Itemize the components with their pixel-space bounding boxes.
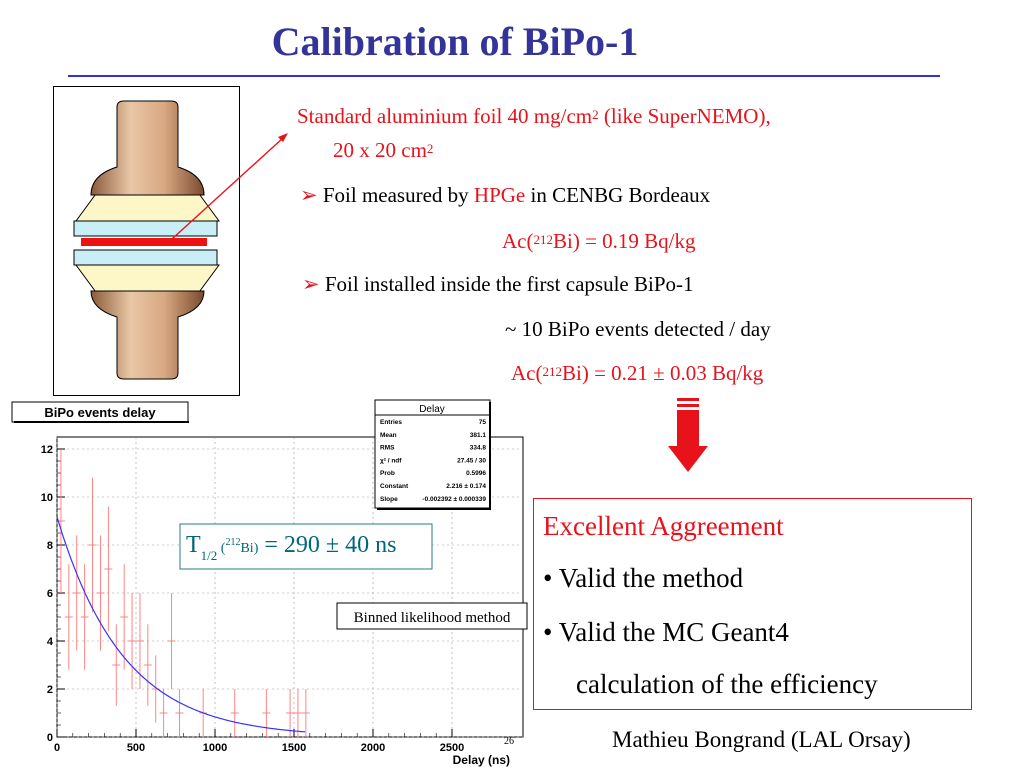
x-axis: 0 500 1000 1500 2000 2500 [54,729,464,754]
y-tick-label: 12 [41,444,53,456]
data-point [96,535,105,651]
stats-row-value: -0.002392 ± 0.000339 [422,496,486,503]
svg-text:T1/2 (212Bi) = 290 ± 40 ns: T1/2 (212Bi) = 290 ± 40 ns [186,532,396,563]
x-tick-label: 1500 [282,742,306,754]
y-tick-label: 6 [47,588,53,600]
aluminium-foil [81,238,207,246]
conclusion-heading: Excellent Aggreement [543,511,784,541]
down-arrow-icon [668,398,708,472]
bipo-activity: Ac(212Bi) = 0.21 ± 0.03 Bq/kg [511,361,764,385]
svg-text:Binned likelihood method: Binned likelihood method [354,610,511,626]
stats-row-label: χ² / ndf [380,457,402,464]
stats-row-value: 0.5996 [466,470,486,477]
stats-row-value: 334.8 [470,445,487,452]
data-point [88,477,97,613]
data-point [104,506,113,632]
y-tick-label: 2 [47,684,53,696]
chart-title: BiPo events delay [44,405,156,420]
slide-title: Calibration of BiPo-1 [271,19,639,64]
data-point [143,624,152,706]
hpge-activity: Ac(212Bi) = 0.19 Bq/kg [502,229,696,253]
method-label: Binned likelihood method [336,602,528,630]
hpge-bullet: ➢ Foil measured by HPGe in CENBG Bordeau… [300,183,711,207]
lower-pmt [90,290,205,380]
conclusion-item: • Valid the MC Geant4 [543,617,789,647]
data-point [294,689,302,737]
lower-scintillator [73,249,218,266]
foil-description-line1: Standard aluminium foil 40 mg/cm2 (like … [297,104,771,128]
data-point [128,593,136,689]
data-point [112,624,121,706]
x-tick-label: 1000 [203,742,227,754]
data-point [72,535,81,651]
stats-row-label: RMS [380,445,395,452]
events-per-day: ~ 10 BiPo events detected / day [505,317,771,341]
stats-row-value: 2.216 ± 0.174 [446,483,486,490]
y-tick-label: 0 [47,732,53,744]
y-tick-label: 4 [47,636,54,648]
data-point [64,564,73,670]
data-point [80,564,89,670]
data-point [159,689,168,737]
data-point [286,689,294,737]
bullet-arrow-icon: ➢ [300,183,318,207]
title-divider [68,75,940,77]
conclusion-item: calculation of the efficiency [576,669,878,699]
stats-row-value: 381.1 [470,432,487,439]
author: Mathieu Bongrand (LAL Orsay) [612,727,911,752]
stats-row-value: 75 [479,419,487,426]
stats-title: Delay [419,404,445,415]
bullet-arrow-icon: ➢ [302,272,320,296]
stats-row-label: Constant [380,483,409,490]
capsule-drawing [73,100,220,380]
stats-row-label: Prob [380,470,395,477]
stats-row-label: Slope [380,496,398,503]
stats-row-label: Entries [380,419,402,426]
stats-box: Delay Entries 75 Mean 381.1 RMS 334.8 χ² / ndf… [374,399,491,510]
foil-description-line2: 20 x 20 cm2 [333,138,434,162]
stats-row-label: Mean [380,432,397,439]
y-tick-label: 10 [41,492,53,504]
x-tick-label: 500 [127,742,145,754]
page-number: 26 [504,736,514,747]
conclusion-box: Excellent Aggreement • Valid the method … [533,498,972,710]
data-point [167,593,176,689]
data-point [175,689,184,737]
data-point [262,689,271,737]
exponential-fit-line [56,516,306,733]
installed-bullet: ➢ Foil installed inside the first capsul… [302,272,694,296]
data-point [230,689,239,737]
data-point [120,564,129,670]
y-axis: 0 2 4 6 8 10 12 [41,436,65,744]
data-point [136,593,144,689]
x-tick-label: 0 [54,742,60,754]
conclusion-item: • Valid the method [543,563,744,593]
x-tick-label: 2500 [440,742,464,754]
y-tick-label: 8 [47,540,53,552]
data-point [301,689,310,737]
halflife-label: T1/2 (212Bi) = 290 ± 40 ns [179,523,433,570]
x-tick-label: 2000 [361,742,385,754]
x-axis-label: Delay (ns) [453,753,510,767]
stats-row-value: 27.45 / 30 [457,457,486,464]
